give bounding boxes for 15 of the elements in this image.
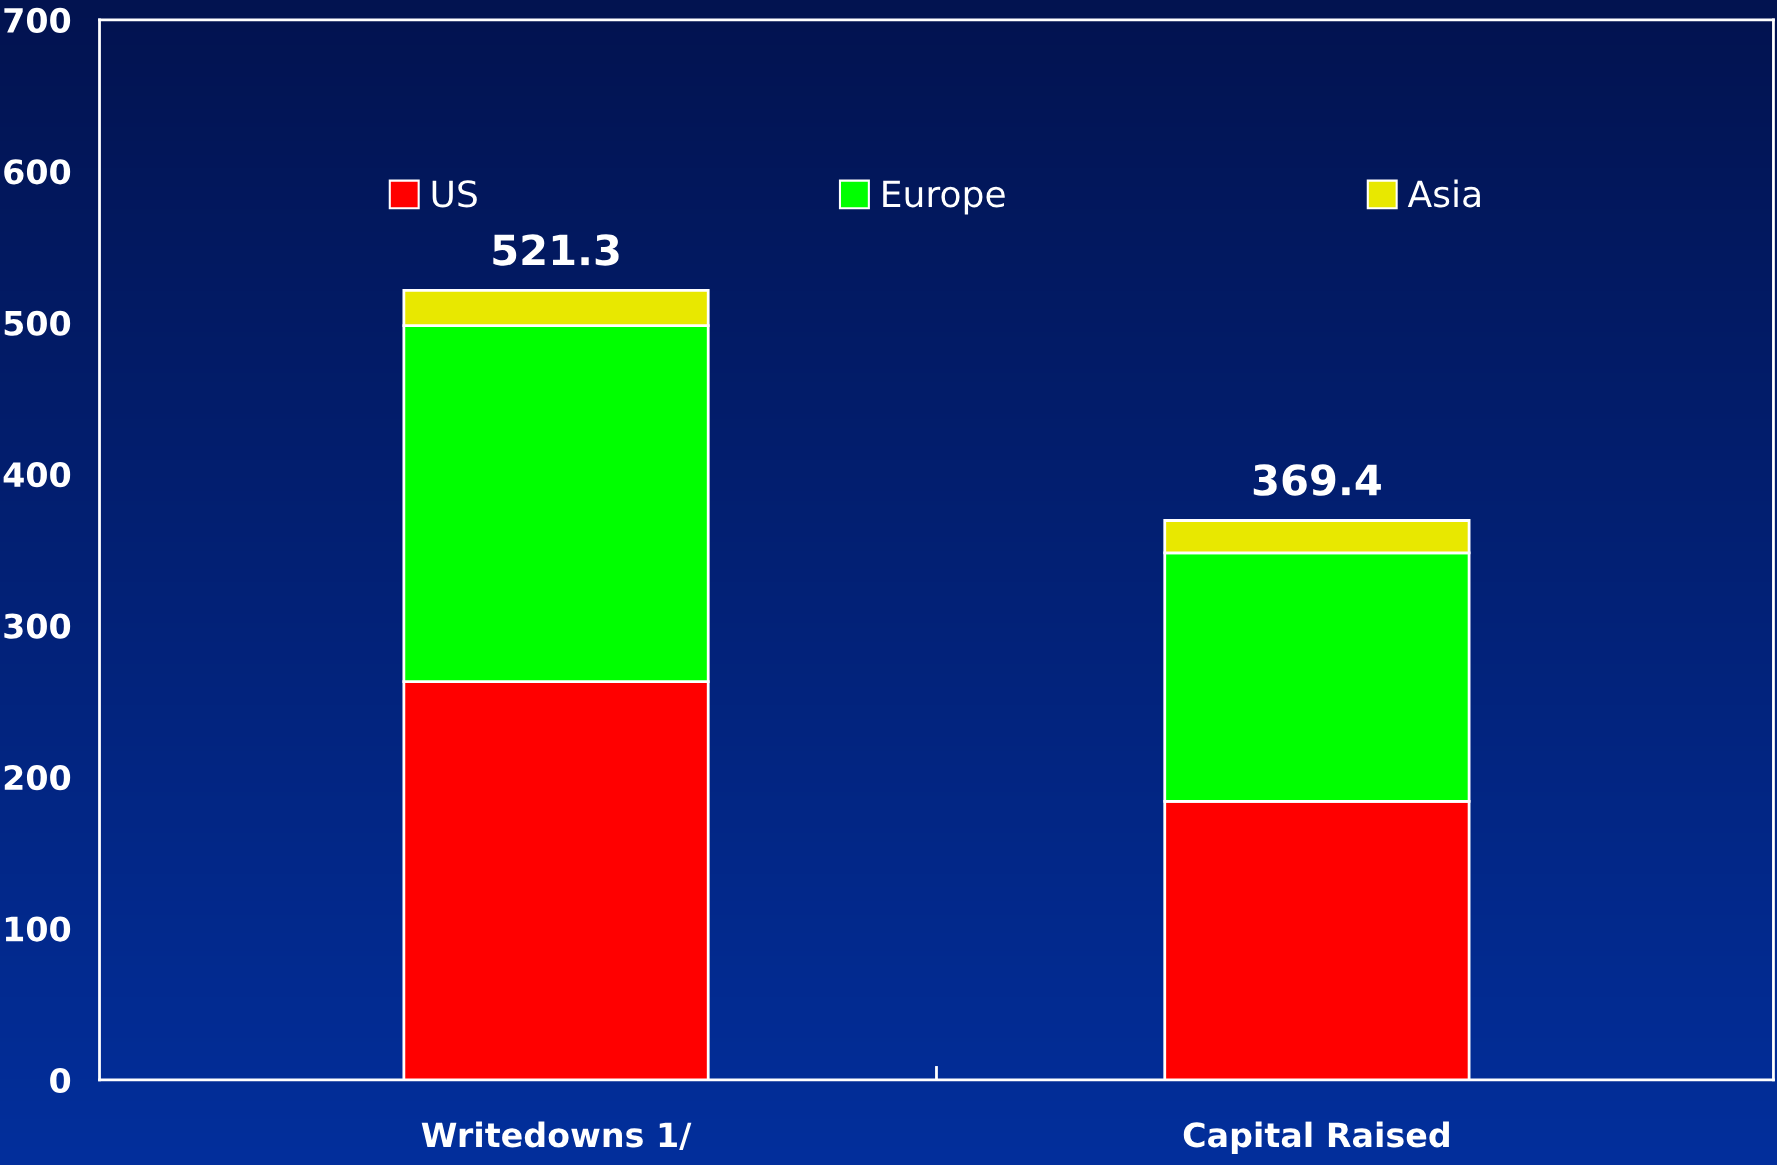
y-tick-label: 500 bbox=[4, 310, 71, 336]
x-tick-label: Capital Raised bbox=[1183, 1121, 1449, 1154]
y-tick-label: 0 bbox=[50, 1067, 71, 1094]
legend-label: Asia bbox=[1407, 179, 1480, 208]
x-tick-label: Writedowns 1/ bbox=[421, 1121, 692, 1151]
total-label: 369.4 bbox=[1253, 464, 1381, 496]
y-tick-label: 200 bbox=[4, 764, 71, 791]
y-tick-label: 700 bbox=[4, 7, 71, 33]
total-label: 521.3 bbox=[493, 234, 619, 266]
legend-label: Europe bbox=[883, 180, 1005, 215]
y-tick-label: 300 bbox=[4, 613, 71, 639]
y-tick-label: 100 bbox=[5, 916, 71, 942]
legend-label: US bbox=[432, 180, 477, 208]
y-tick-label: 400 bbox=[3, 462, 71, 488]
y-tick-label: 600 bbox=[4, 159, 71, 185]
